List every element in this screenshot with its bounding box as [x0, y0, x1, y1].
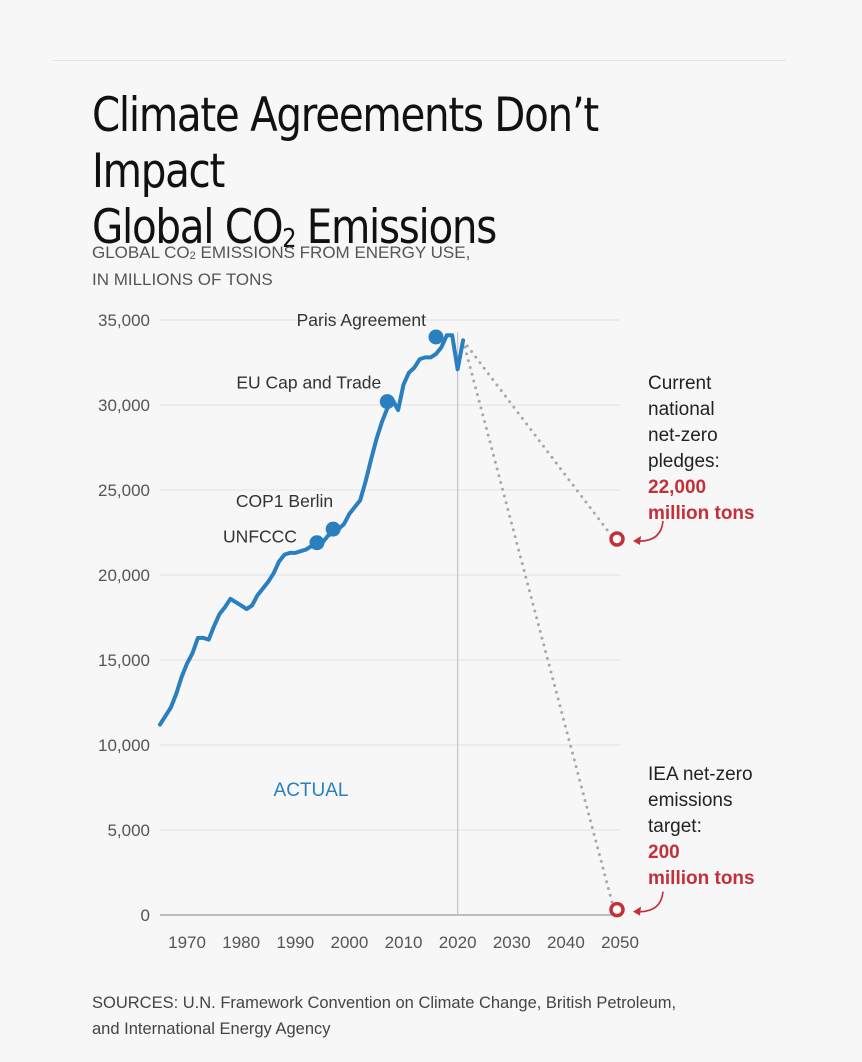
projection-note-text: pledges:	[648, 451, 720, 472]
projection-line-2	[461, 338, 616, 912]
x-tick-label: 2050	[601, 933, 639, 952]
projection-note-text: IEA net-zero	[648, 764, 753, 785]
projection-note-value: million tons	[648, 503, 755, 524]
projection-note-text: target:	[648, 816, 702, 837]
projection-note-value: 22,000	[648, 477, 706, 498]
milestone-dot	[428, 329, 444, 345]
x-tick-label: 2000	[330, 933, 368, 952]
chart-title: Climate Agreements Don’t Impact Global CO…	[92, 88, 711, 267]
title-line-1: Climate Agreements Don’t Impact	[92, 88, 599, 199]
title-line-2: Global CO2 Emissions	[92, 200, 497, 255]
x-tick-label: 1990	[276, 933, 314, 952]
y-tick-label: 15,000	[98, 651, 150, 670]
projection-note-text: national	[648, 399, 715, 420]
top-divider	[52, 60, 786, 61]
projection-note-value: million tons	[648, 868, 755, 889]
grid	[160, 319, 620, 916]
projection-note-value: 200	[648, 842, 680, 863]
milestone-dot	[325, 521, 341, 537]
x-tick-label: 2030	[493, 933, 531, 952]
projection-arrowhead	[633, 536, 641, 545]
y-tick-label: 5,000	[107, 821, 150, 840]
x-tick-label: 1980	[222, 933, 260, 952]
sources-note: SOURCES: U.N. Framework Convention on Cl…	[92, 994, 677, 1038]
milestone-label: COP1 Berlin	[236, 491, 333, 511]
projection-note-text: Current	[648, 373, 712, 394]
x-tick-label: 2020	[439, 933, 477, 952]
y-tick-label: 25,000	[98, 481, 150, 500]
x-tick-label: 2040	[547, 933, 585, 952]
chart-subtitle: GLOBAL CO2 EMISSIONS FROM ENERGY USE, IN …	[92, 243, 471, 289]
projection-lines	[461, 338, 616, 912]
projection-note-text: net-zero	[648, 425, 718, 446]
y-tick-label: 35,000	[98, 311, 150, 330]
series-label-actual: ACTUAL	[274, 780, 349, 801]
projection-arrowhead	[633, 906, 641, 916]
projection-endpoint-marker	[609, 531, 625, 547]
milestone-label: UNFCCC	[223, 527, 297, 547]
milestone-dot	[309, 535, 325, 551]
projection-endpoint-marker	[609, 901, 625, 918]
milestone-label: EU Cap and Trade	[236, 373, 381, 393]
milestones: UNFCCC COP1 Berlin EU Cap and Trade Paris A…	[223, 310, 444, 551]
x-axis: 1970 1980 1990 2000 2010 2020 2030 2040 2050	[168, 933, 639, 952]
series-line-actual	[158, 333, 466, 727]
milestone-label: Paris Agreement	[297, 310, 427, 330]
x-tick-label: 2010	[385, 933, 423, 952]
y-tick-label: 30,000	[98, 396, 150, 415]
y-axis: 0 5,000 10,000 15,000 20,000 25,000 30,000 35,0…	[98, 311, 150, 925]
y-tick-label: 0	[141, 906, 150, 925]
projection-line-1	[461, 338, 616, 541]
y-tick-label: 20,000	[98, 566, 150, 585]
milestone-dot	[379, 394, 395, 410]
projection-notes: Current national net-zero pledges: 22,000 mil…	[609, 373, 755, 918]
y-tick-label: 10,000	[98, 736, 150, 755]
projection-note-text: emissions	[648, 790, 732, 811]
x-tick-label: 1970	[168, 933, 206, 952]
